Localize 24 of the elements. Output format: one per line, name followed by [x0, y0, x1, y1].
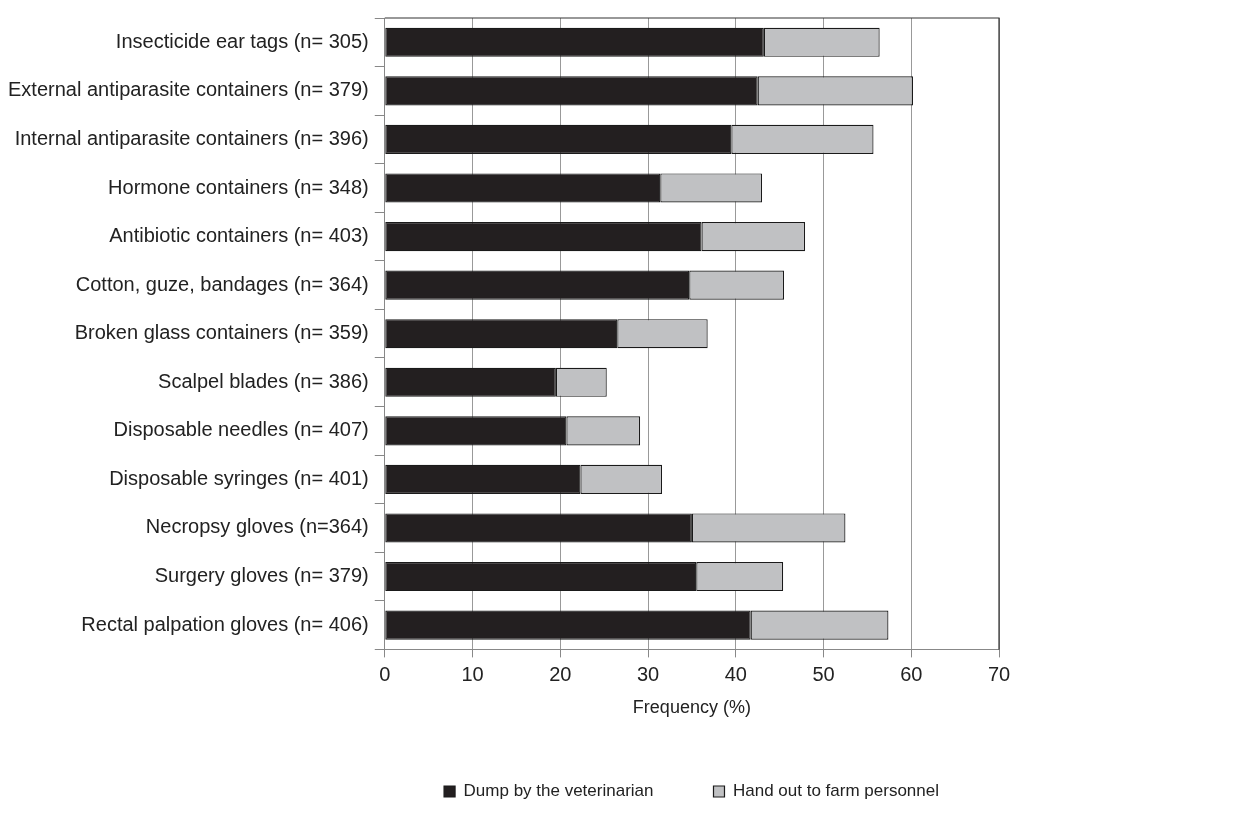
x-tick-label: 0 — [379, 662, 391, 685]
y-tick-label: Disposable needles (n= 407) — [113, 418, 369, 441]
y-tick-label: Rectal palpation gloves (n= 406) — [81, 612, 369, 635]
legend-label: Dump by the veterinarian — [463, 781, 654, 801]
x-tick-label: 70 — [987, 662, 1011, 685]
y-tick-label: Broken glass containers (n= 359) — [74, 321, 369, 344]
legend-label: Hand out to farm personnel — [732, 781, 940, 801]
x-tick-label: 20 — [549, 662, 572, 685]
y-tick-label: Hormone containers (n= 348) — [108, 175, 369, 198]
y-tick-label: External antiparasite containers (n= 379) — [8, 78, 369, 101]
x-tick-label: 10 — [461, 662, 484, 685]
y-tick-label: Scalpel blades (n= 386) — [158, 369, 369, 392]
y-tick-label: Cotton, guze, bandages (n= 364) — [75, 272, 369, 295]
y-tick-label: Antibiotic containers (n= 403) — [109, 224, 369, 247]
y-tick-label: Surgery gloves (n= 379) — [154, 564, 369, 587]
x-tick-label: 60 — [900, 662, 923, 685]
y-tick-label: Internal antiparasite containers (n= 396) — [14, 126, 369, 149]
x-tick-label: 50 — [812, 662, 835, 685]
x-tick-label: 40 — [724, 662, 747, 685]
y-tick-label: Insecticide ear tags (n= 305) — [115, 29, 369, 52]
y-tick-label: Disposable syringes (n= 401) — [109, 466, 369, 489]
x-axis-title: Frequency (%) — [632, 697, 751, 718]
y-tick-label: Necropsy gloves (n=364) — [145, 515, 369, 538]
x-tick-label: 30 — [636, 662, 660, 685]
